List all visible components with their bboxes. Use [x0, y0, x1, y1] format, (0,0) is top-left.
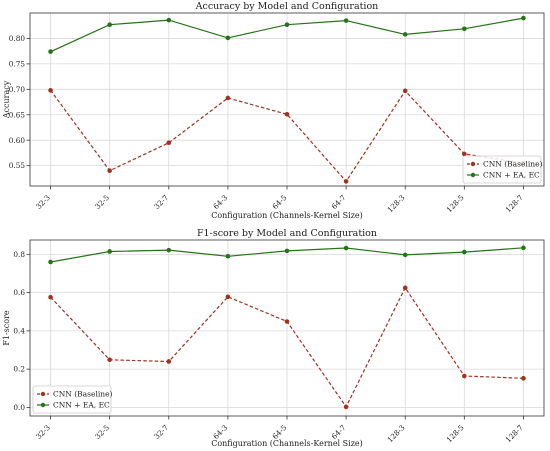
- series-line-1: [50, 89, 524, 183]
- legend-label-1: CNN (Baseline): [53, 390, 113, 399]
- data-point: [343, 18, 349, 23]
- data-point: [166, 17, 172, 23]
- x-axis-label: Configuration (Channels-Kernel Size): [211, 211, 363, 220]
- y-tick-label: 0.55: [9, 161, 26, 170]
- y-tick-label: 0.70: [9, 85, 26, 94]
- legend-marker-2: [40, 402, 46, 408]
- data-point: [107, 249, 112, 254]
- data-point: [284, 248, 290, 254]
- legend-marker-2: [470, 172, 476, 178]
- data-point: [462, 373, 467, 379]
- y-tick-label: 0.8: [13, 250, 25, 259]
- data-point: [521, 376, 526, 381]
- data-point: [107, 357, 112, 363]
- x-tick-label: 128-5: [444, 423, 465, 444]
- x-tick-label: 128-5: [444, 193, 465, 214]
- y-tick-label: 0.80: [9, 34, 26, 43]
- y-tick-label: 0.2: [13, 365, 25, 374]
- y-axis-label: Accuracy: [2, 80, 11, 119]
- legend-label-2: CNN + EA, EC: [53, 401, 110, 410]
- data-point: [402, 32, 408, 37]
- legend-marker-1: [40, 391, 46, 397]
- x-tick-label: 128-3: [385, 193, 406, 214]
- data-point: [521, 245, 526, 251]
- data-point: [166, 247, 172, 253]
- data-point: [48, 88, 53, 93]
- data-point: [462, 249, 467, 255]
- data-point: [225, 253, 231, 259]
- data-point: [462, 26, 467, 32]
- axes-frame: [29, 239, 545, 417]
- data-point: [107, 168, 112, 174]
- chart-panel-1: 32-3 32-5 32-7 64-3 64-5 64-7 128-3 128-5 128-7 0…: [2, 1, 545, 220]
- legend: CNN (Baseline) CNN + EA, EC: [32, 385, 113, 414]
- data-point: [402, 88, 408, 94]
- data-point: [48, 49, 53, 54]
- y-tick-label: 0.75: [9, 59, 26, 68]
- data-point: [225, 35, 231, 41]
- data-point: [107, 22, 112, 28]
- data-point: [284, 22, 290, 28]
- y-tick-label: 0.0: [13, 403, 25, 412]
- y-tick-label: 0.60: [9, 136, 26, 145]
- data-point: [166, 359, 172, 364]
- x-tick-label: 128-7: [504, 423, 525, 444]
- chart-title: Accuracy by Model and Configuration: [195, 1, 379, 12]
- data-point: [521, 15, 526, 21]
- legend-box: [462, 155, 542, 184]
- x-tick-label: 64-7: [330, 193, 348, 211]
- axes-frame: [29, 12, 545, 187]
- data-point: [402, 252, 408, 258]
- data-point: [48, 259, 53, 265]
- chart-panel-2: 32-3 32-5 32-7 64-3 64-5 64-7 128-3 128-5 128-70…: [2, 228, 545, 448]
- x-axis-label: Configuration (Channels-Kernel Size): [211, 439, 363, 448]
- x-tick-label: 32-3: [34, 193, 52, 211]
- data-point: [166, 140, 172, 146]
- data-point: [402, 285, 408, 291]
- legend-label-2: CNN + EA, EC: [483, 171, 540, 180]
- x-tick-label: 128-3: [385, 423, 406, 444]
- x-tick-label: 32-3: [34, 423, 52, 441]
- data-point: [225, 294, 231, 300]
- legend-marker-1: [470, 161, 476, 167]
- y-tick-label: 0.65: [9, 110, 26, 119]
- data-point: [284, 111, 290, 117]
- x-tick-label: 128-7: [504, 193, 525, 214]
- data-point: [343, 179, 349, 184]
- chart-title: F1-score by Model and Configuration: [197, 228, 377, 239]
- data-point: [343, 245, 349, 251]
- y-axis-label: F1-score: [2, 310, 11, 346]
- data-point: [225, 95, 231, 101]
- y-tick-label: 0.4: [13, 326, 25, 335]
- data-point: [48, 294, 53, 300]
- data-point: [462, 151, 467, 157]
- x-tick-label: 32-5: [93, 193, 111, 211]
- legend-label-1: CNN (Baseline): [483, 160, 543, 169]
- data-point: [343, 404, 349, 410]
- data-point: [284, 319, 290, 324]
- x-tick-label: 32-7: [152, 423, 170, 441]
- y-tick-label: 0.6: [13, 288, 25, 297]
- x-tick-label: 64-5: [270, 193, 288, 211]
- legend: CNN (Baseline) CNN + EA, EC: [462, 155, 543, 184]
- x-tick-label: 32-7: [152, 193, 170, 211]
- legend-box: [32, 385, 112, 414]
- x-tick-label: 64-3: [211, 193, 229, 211]
- x-tick-label: 32-5: [93, 423, 111, 441]
